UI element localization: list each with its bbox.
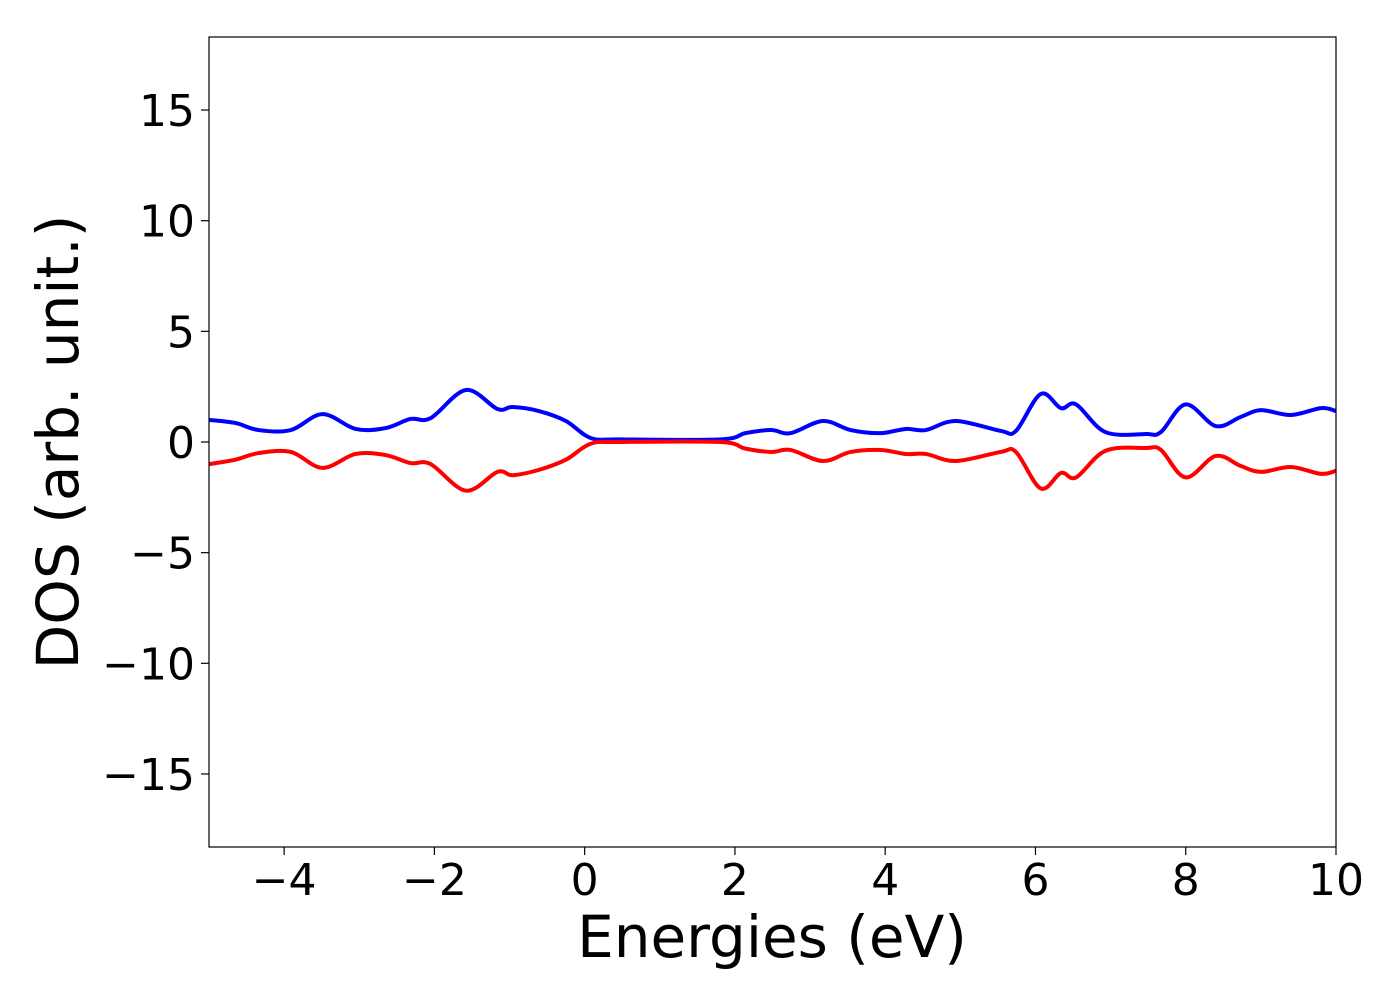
plot-frame xyxy=(208,36,1337,848)
y-tick-label: 5 xyxy=(167,307,195,358)
x-tick-label: 10 xyxy=(1308,855,1364,906)
x-tick-label: 8 xyxy=(1172,855,1200,906)
y-tick-label: 10 xyxy=(139,197,195,248)
y-tick-label: 0 xyxy=(167,418,195,469)
y-tick-label: −5 xyxy=(130,529,195,580)
x-tick-label: 6 xyxy=(1021,855,1049,906)
series-line-spin-down xyxy=(208,439,1337,493)
y-axis-ticks: −15 −10 −5 0 5 10 15 xyxy=(102,86,209,801)
x-tick-label: 4 xyxy=(871,855,899,906)
x-tick-label: 0 xyxy=(571,855,599,906)
y-tick-label: −10 xyxy=(102,639,195,690)
y-axis-label: DOS (arb. unit.) xyxy=(24,215,92,670)
x-tick-label: −4 xyxy=(252,855,317,906)
x-tick-label: −2 xyxy=(402,855,467,906)
series-layer xyxy=(208,387,1337,493)
x-tick-label: 2 xyxy=(721,855,749,906)
x-axis-label: Energies (eV) xyxy=(577,903,967,971)
y-tick-label: 15 xyxy=(139,86,195,137)
y-tick-label: −15 xyxy=(102,750,195,801)
series-line-spin-up xyxy=(208,387,1337,442)
x-axis-ticks: −4 −2 0 2 4 6 8 10 xyxy=(252,847,1364,906)
